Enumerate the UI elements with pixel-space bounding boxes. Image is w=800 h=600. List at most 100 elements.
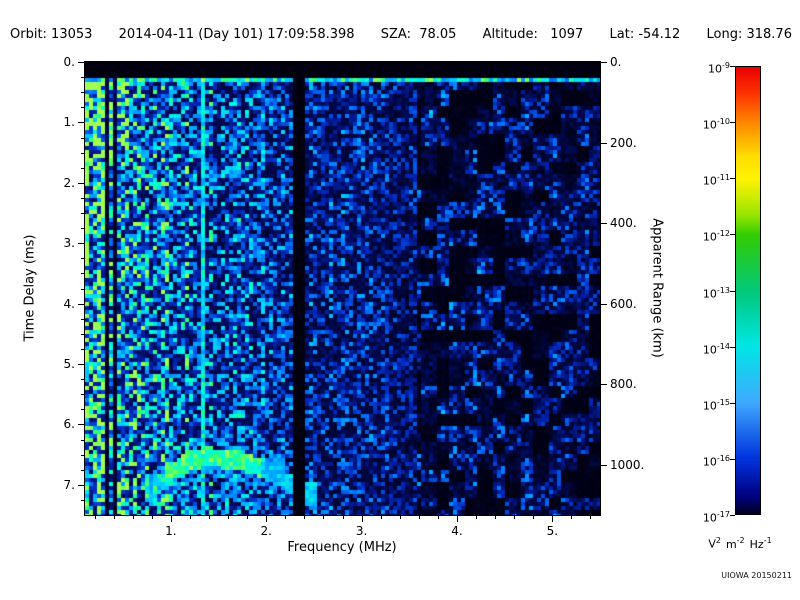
y-minor-tick-mark [81, 107, 84, 109]
y-minor-tick-mark [81, 469, 84, 471]
colorbar-tick-exponent: -15 [716, 397, 730, 407]
y-tick-mark [78, 62, 84, 63]
y-tick-label: 0. [63, 55, 75, 69]
x-minor-tick-mark [514, 516, 516, 519]
range-tick-label: 200. [610, 135, 637, 150]
x-tick-mark [552, 516, 554, 522]
x-minor-tick-mark [533, 516, 535, 519]
y-minor-tick-mark [81, 258, 84, 260]
range-tick-mark [601, 303, 607, 305]
y-tick-mark [78, 424, 84, 426]
y-minor-tick-mark [81, 273, 84, 275]
x-tick-label: 1. [165, 524, 177, 538]
datetime-field: 2014-04-11 (Day 101) 17:09:58.398 [118, 27, 355, 42]
y-axis-title-right: Apparent Range (km) [649, 218, 665, 358]
y-minor-tick-mark [81, 228, 84, 230]
y-minor-tick-mark [81, 409, 84, 411]
y-minor-tick-mark [81, 318, 84, 320]
colorbar-tick-mark [730, 458, 735, 460]
y-minor-tick-mark [81, 137, 84, 139]
x-minor-tick-mark [437, 516, 439, 519]
range-tick-label: 800. [610, 377, 637, 392]
colorbar-tick-mark [730, 402, 735, 404]
colorbar-tick-exponent: -11 [716, 173, 730, 183]
colorbar-tick-exponent: -10 [716, 117, 730, 127]
y-minor-tick-mark [81, 92, 84, 94]
y-minor-tick-mark [81, 152, 84, 154]
colorbar-tick-label: 10-12 [702, 229, 730, 245]
colorbar-tick-mark [730, 234, 735, 236]
y-tick-mark [78, 303, 84, 305]
x-tick-mark [456, 516, 458, 522]
colorbar-tick-exponent: -17 [716, 510, 730, 519]
colorbar-tick-mark [730, 515, 735, 516]
x-minor-tick-mark [342, 516, 344, 519]
x-minor-tick-mark [247, 516, 249, 519]
colorbar-units-m-exp: -2 [736, 536, 745, 545]
x-axis-title: Frequency (MHz) [287, 540, 397, 555]
colorbar-units-v: V [708, 537, 716, 551]
colorbar-tick-mark [730, 66, 735, 67]
spectrogram-canvas [85, 62, 600, 515]
x-tick-mark [170, 516, 172, 522]
range-tick-mark [601, 142, 607, 144]
colorbar-tick-mark [730, 290, 735, 292]
colorbar-tick-mark [730, 178, 735, 180]
colorbar-tick-label: 10-11 [702, 173, 730, 188]
y-tick-label: 3. [63, 236, 75, 251]
x-minor-tick-mark [94, 516, 96, 519]
y-tick-mark [78, 364, 84, 365]
range-tick-label: 600. [610, 296, 637, 311]
y-axis-title-left: Time Delay (ms) [22, 234, 38, 342]
y-tick-label: 7. [63, 477, 75, 492]
y-tick-label: 2. [63, 175, 75, 190]
y-minor-tick-mark [81, 348, 84, 350]
x-minor-tick-mark [571, 516, 573, 519]
colorbar-units-m: m [725, 537, 737, 551]
y-minor-tick-mark [81, 197, 84, 199]
colorbar-tick-label: 10-16 [702, 453, 730, 469]
y-tick-label: 6. [63, 417, 75, 432]
longitude-field: Long: 318.76 [706, 27, 792, 42]
y-minor-tick-mark [81, 288, 84, 290]
y-minor-tick-mark [81, 379, 84, 381]
range-tick-mark [601, 384, 607, 386]
y-minor-tick-mark [81, 167, 84, 169]
x-tick-mark [361, 516, 363, 522]
y-minor-tick-mark [81, 213, 84, 214]
range-tick-label: 400. [610, 216, 637, 231]
latitude-field: Lat: -54.12 [609, 27, 681, 42]
x-minor-tick-mark [476, 516, 478, 519]
x-minor-tick-mark [495, 516, 497, 519]
range-tick-mark [601, 62, 607, 63]
x-minor-tick-mark [323, 516, 325, 519]
range-tick-mark [601, 223, 607, 225]
colorbar-tick-exponent: -16 [716, 453, 730, 463]
y-minor-tick-mark [81, 499, 84, 501]
x-tick-label: 2. [260, 524, 272, 538]
x-minor-tick-mark [285, 516, 287, 519]
colorbar-tick-exponent: -14 [716, 341, 730, 351]
range-tick-label: 1000. [610, 457, 645, 472]
y-tick-label: 5. [63, 357, 75, 371]
colorbar-units: V2 m-2 Hz-1 [688, 536, 792, 551]
colorbar-tick-label: 10-14 [702, 341, 730, 357]
colorbar [735, 66, 761, 515]
colorbar-tick-label: 10-17 [702, 510, 730, 525]
y-minor-tick-mark [81, 333, 84, 335]
x-tick-mark [266, 516, 268, 522]
colorbar-tick-label: 10-9 [708, 61, 730, 76]
altitude-field: Altitude: 1097 [482, 27, 584, 42]
x-minor-tick-mark [304, 516, 306, 519]
y-minor-tick-mark [81, 77, 84, 79]
colorbar-tick-label: 10-10 [702, 117, 730, 132]
x-minor-tick-mark [380, 516, 382, 519]
colorbar-tick-exponent: -13 [716, 285, 730, 295]
x-minor-tick-mark [189, 516, 191, 519]
colorbar-units-hz: Hz [749, 537, 764, 551]
ionogram-plot-frame [84, 61, 601, 516]
y-tick-mark [78, 122, 84, 124]
colorbar-tick-label: 10-15 [702, 397, 730, 413]
x-minor-tick-mark [151, 516, 153, 519]
